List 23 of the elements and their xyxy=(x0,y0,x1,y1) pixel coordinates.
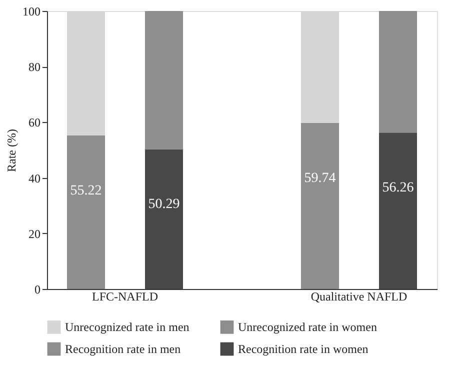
legend-label: Recognition rate in women xyxy=(238,342,368,356)
data-label: 50.29 xyxy=(148,197,180,212)
y-tick-label: 20 xyxy=(28,226,40,241)
bar xyxy=(379,132,417,289)
x-tick-label: Qualitative NAFLD xyxy=(310,290,408,304)
y-tick-label: 80 xyxy=(28,60,40,74)
y-axis-title: Rate (%) xyxy=(4,129,18,172)
legend-label: Unrecognized rate in men xyxy=(65,320,190,334)
legend-label: Unrecognized rate in women xyxy=(238,320,377,334)
bar xyxy=(145,11,183,150)
data-label: 59.74 xyxy=(304,170,336,186)
bar xyxy=(67,135,105,289)
y-tick-label: 40 xyxy=(28,171,40,186)
y-tick-label: 60 xyxy=(28,116,40,130)
data-label: 56.26 xyxy=(382,180,414,196)
y-tick-label: 0 xyxy=(34,282,40,296)
bar xyxy=(301,122,339,289)
legend-label: Recognition rate in men xyxy=(65,342,181,356)
data-label: 55.22 xyxy=(70,183,102,198)
bar xyxy=(145,149,183,289)
x-tick-label: LFC-NAFLD xyxy=(92,290,158,304)
y-tick-label: 100 xyxy=(22,4,40,18)
bar xyxy=(379,11,417,133)
